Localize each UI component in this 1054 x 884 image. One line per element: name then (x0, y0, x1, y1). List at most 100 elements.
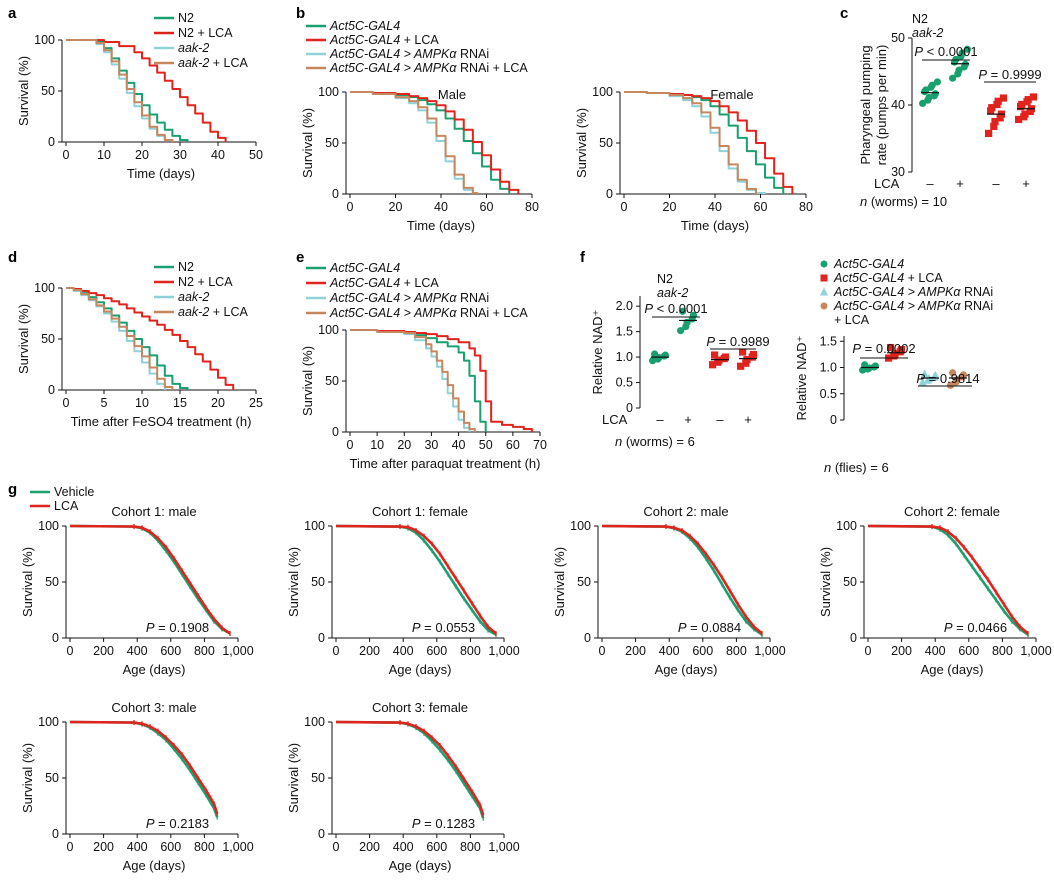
data-point (709, 361, 717, 369)
x-tick-label: 20 (663, 200, 677, 214)
chart-f-flies: 0 0.5 1.0 1.5 Relative NAD⁺ n (flies) = 6 P = … (794, 334, 980, 475)
y-tick-label: 100 (318, 323, 339, 337)
data-point (958, 49, 966, 57)
y-tick-label: 0 (318, 827, 325, 841)
chart-g2f: 0 200 400 600 800 1,000 0 50 100 Age (days) Surviv… (818, 504, 1052, 677)
x-tick-label: 60 (506, 438, 520, 452)
data-point (947, 381, 955, 389)
data-point (933, 78, 942, 86)
p-italic: P (678, 620, 687, 635)
panel-label-b: b (296, 5, 305, 22)
x-tick-label: 600 (160, 840, 181, 854)
p-rest: = 0.0466 (953, 620, 1008, 635)
series-line-act5c-gal4-lca (350, 329, 533, 432)
legend-label: Act5C-GAL4 > AMPKα RNAi (833, 299, 993, 313)
x-tick-label: 1,000 (222, 644, 253, 658)
lca-value: + (744, 412, 752, 427)
y-tick-label: 100 (304, 519, 325, 533)
lca-value: – (716, 412, 724, 427)
x-tick-label: 40 (708, 200, 722, 214)
y-tick-label: 0 (606, 187, 613, 201)
n-rest: (worms) = 6 (622, 434, 695, 449)
y-axis-label: Survival (%) (574, 108, 589, 178)
chart-g1f: 0 200 400 600 800 1,000 0 50 100 Age (days) Surviv… (286, 504, 520, 677)
x-tick-label: 1,000 (1020, 644, 1051, 658)
series-line-vehicle (335, 720, 485, 819)
p-annotation: P < 0.0001 (644, 301, 707, 316)
legend-label: Vehicle (54, 485, 94, 499)
p-rest: = 0.1908 (155, 620, 210, 635)
data-point (871, 362, 880, 370)
chart-g3f: 0 200 400 600 800 1,000 0 50 100 Age (days) Surviv… (286, 700, 520, 873)
italic-part: Act5C-GAL4 > AMPKα (329, 306, 457, 320)
p-value: P = 0.0884 (678, 620, 741, 635)
x-axis-label: Age (days) (123, 662, 186, 677)
chart-title: Cohort 1: male (111, 504, 196, 519)
x-tick-label: 600 (426, 840, 447, 854)
legend-label: Act5C-GAL4 (833, 257, 904, 271)
x-tick-label: 50 (479, 438, 493, 452)
chart-title: Cohort 1: female (372, 504, 468, 519)
x-tick-label: 0 (333, 840, 340, 854)
chart-title: Male (438, 87, 466, 102)
x-tick-label: 0 (63, 396, 70, 410)
legend-marker (820, 287, 828, 296)
y-tick-label: 0 (850, 631, 857, 645)
plain-part: + LCA (209, 56, 248, 70)
p-value: P = 0.1908 (146, 620, 209, 635)
x-tick-label: 800 (460, 644, 481, 658)
series-line-lca (335, 720, 485, 816)
plain-part: RNAi (961, 299, 994, 313)
legend-label: N2 (657, 272, 673, 286)
y-tick-label: 0 (52, 631, 59, 645)
p-rest: = 0.9814 (925, 371, 980, 386)
p-annotation: P = 0.9999 (978, 67, 1041, 82)
series-line-lca (69, 524, 231, 635)
p-rest: = 0.0002 (861, 341, 916, 356)
lca-value: + (684, 412, 692, 427)
x-axis-label: Age (days) (123, 858, 186, 873)
data-point (994, 97, 1002, 105)
x-tick-label: 0 (865, 644, 872, 658)
y-tick-label: 100 (38, 519, 59, 533)
y-tick-label: 0 (332, 187, 339, 201)
legend-label: aak-2 + LCA (178, 56, 249, 70)
data-point (985, 129, 993, 138)
n-rest: (flies) = 6 (831, 460, 888, 475)
x-axis-label: Time after paraquat treatment (h) (350, 456, 541, 471)
y-axis-label: Relative NAD⁺ (590, 310, 605, 395)
panel-label-f: f (580, 249, 586, 266)
legend-label: aak-2 + LCA (178, 305, 249, 319)
x-tick-label: 30 (173, 148, 187, 162)
x-tick-label: 200 (359, 840, 380, 854)
p-italic: P (978, 67, 987, 82)
p-annotation: P = 0.9989 (706, 334, 769, 349)
lca-row-label: LCA (602, 412, 628, 427)
x-axis-label: Age (days) (921, 662, 984, 677)
plain-part: RNAi + LCA (457, 306, 529, 320)
x-tick-label: 20 (389, 200, 403, 214)
x-tick-label: 5 (101, 396, 108, 410)
p-rest: = 0.0884 (687, 620, 742, 635)
y-tick-label: 50 (45, 771, 59, 785)
x-tick-label: 10 (97, 148, 111, 162)
p-value: P = 0.0553 (412, 620, 475, 635)
data-point (749, 350, 757, 359)
data-point (743, 356, 751, 364)
y-tick-label: 40 (891, 98, 905, 112)
x-tick-label: 40 (434, 200, 448, 214)
x-tick-label: 600 (160, 644, 181, 658)
x-axis-label: Time (days) (407, 218, 475, 233)
x-tick-label: 800 (726, 644, 747, 658)
n-italic: n (615, 434, 622, 449)
x-tick-label: 0 (621, 200, 628, 214)
data-point (1021, 110, 1029, 118)
legend-label: N2 + LCA (178, 275, 233, 289)
y-tick-label: 100 (836, 519, 857, 533)
series-line-act5c-gal4-ampk-rnai-lca (350, 329, 476, 432)
series-line-lca (867, 524, 1029, 635)
lca-row-label: LCA (874, 176, 900, 191)
y-tick-label: 0 (830, 413, 837, 427)
series-line-lca (69, 720, 219, 815)
